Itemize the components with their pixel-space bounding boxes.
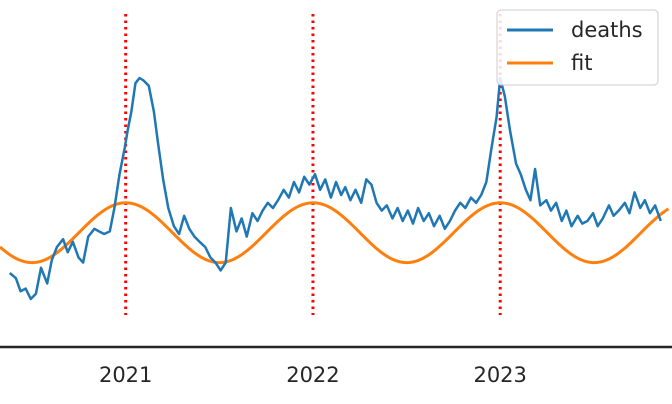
x-tick-label-2022: 2022 xyxy=(286,363,339,387)
plot-area xyxy=(0,14,670,315)
series-line-deaths xyxy=(8,76,662,301)
legend-label-deaths: deaths xyxy=(571,18,643,42)
legend-label-fit: fit xyxy=(571,51,592,75)
x-tick-label-2021: 2021 xyxy=(99,363,152,387)
x-tick-label-2023: 2023 xyxy=(473,363,526,387)
series-line-fit xyxy=(0,201,670,265)
x-axis-ticks: 2021 2022 2023 xyxy=(99,363,527,387)
legend: deaths fit xyxy=(496,9,659,86)
